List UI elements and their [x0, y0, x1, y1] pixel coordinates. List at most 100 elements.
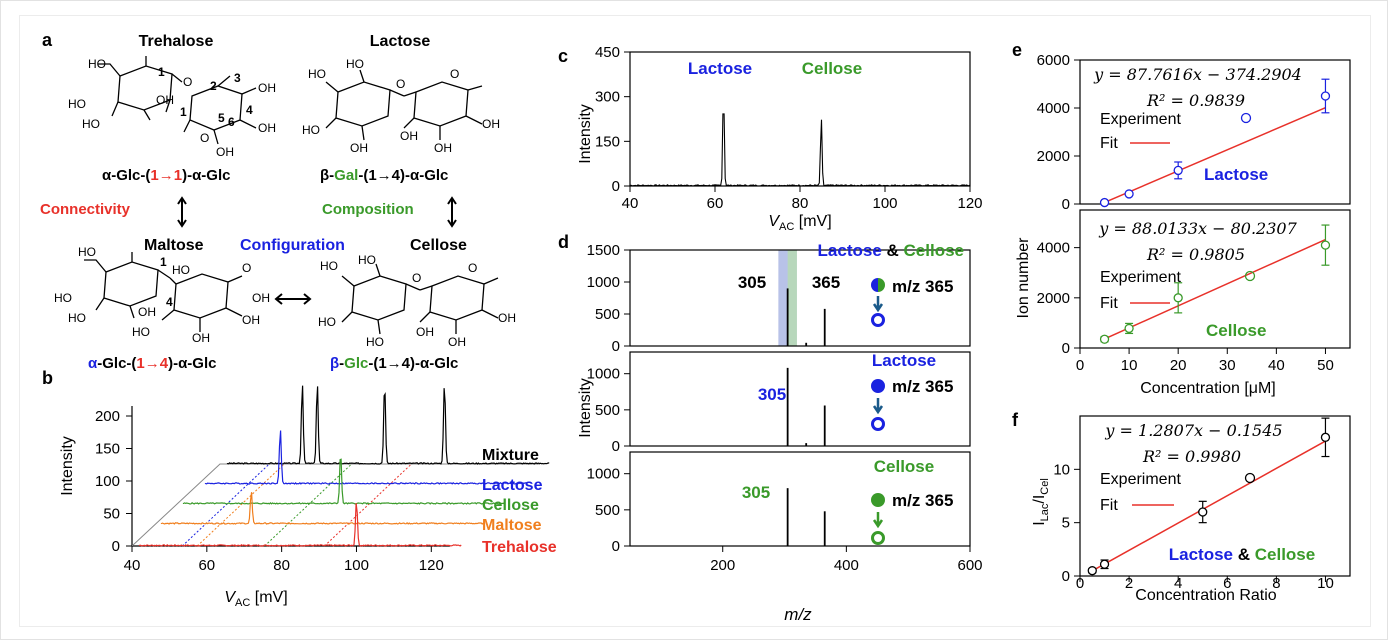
panel-f-point [1198, 507, 1208, 517]
panel-f-ylabel-sa: Lac [1039, 503, 1051, 521]
panel-c-ytick-label: 150 [595, 133, 620, 150]
lactose-oh-1: OH [350, 141, 368, 155]
cellose-oh-1: OH [416, 325, 434, 339]
maltose-num-4: 4 [166, 295, 173, 309]
panel-f-point [1099, 559, 1110, 569]
panel-b-guide-line [196, 463, 285, 547]
panel-e-top-equation: y = 87.7616x − 374.2904 [1093, 65, 1302, 84]
configuration-arrow-icon [274, 293, 312, 305]
cellose-oh-3: OH [448, 335, 466, 349]
panel-d3-ytick-label: 0 [612, 538, 620, 555]
panel-letter-a: a [42, 30, 53, 50]
panel-letter-c: c [558, 46, 568, 66]
lactose-o-1: O [396, 77, 405, 91]
panel-b-guide-line [264, 463, 352, 547]
maltose-formula: α-Glc-(1→4)-α-Glc [88, 355, 216, 372]
maltose-oh-2: OH [242, 313, 260, 327]
panel-d2-ytick-label: 1000 [587, 366, 620, 383]
panel-f-xtick-label: 0 [1076, 575, 1084, 592]
figure-panel: a Trehalose Lactose HO HO HO OH O OH OH … [19, 15, 1371, 627]
panel-d1-ytick-label: 0 [612, 338, 620, 355]
panel-e-xtick-label: 30 [1219, 357, 1236, 374]
panel-e-bottom-fit-line [1104, 238, 1326, 340]
panel-c-xtick-label: 100 [872, 195, 897, 212]
panel-b: b Intensity VAC [mV] 0 50 100 150 200 40 60 80 1… [42, 368, 557, 609]
panel-f-equation: y = 1.2807x − 0.1545 [1104, 421, 1282, 440]
panel-d-xtick-label: 600 [957, 557, 982, 574]
panel-e-top-point [1124, 189, 1134, 199]
panel-b-xtick-label: 80 [273, 557, 290, 574]
trehalose-formula-b: 1→1 [150, 167, 182, 184]
panel-c-xlabel-main: V [768, 213, 780, 230]
panel-e-top-point [1099, 197, 1110, 208]
panel-d-plot: 0 500 1000 1500 0 500 1000 0 500 1000 200 400 600 [587, 242, 983, 574]
maltose-formula-b: -Glc-( [97, 355, 136, 372]
panel-c-xtick-label: 40 [622, 195, 639, 212]
panel-d1-ion-icon [871, 278, 885, 327]
maltose-oh-4: OH [252, 291, 270, 305]
panel-b-trace-label-maltose: Maltose [482, 517, 542, 534]
panel-e-bot-legend-marker [1244, 270, 1256, 282]
cellose-oh-2: OH [498, 311, 516, 325]
panel-e-xtick-label: 40 [1268, 357, 1285, 374]
panel-e-top-ytick-label: 2000 [1037, 148, 1070, 165]
panel-d1-title: Lactose & Cellose [818, 241, 964, 260]
panel-e-top-label: Lactose [1204, 165, 1268, 184]
panel-f-ytick-label: 10 [1053, 461, 1070, 478]
composition-label: Composition [322, 201, 414, 218]
panel-b-plot: 0 50 100 150 200 40 60 80 100 120 Mixture Lactose Ce… [95, 385, 557, 574]
panel-e-xtick-label: 50 [1317, 357, 1334, 374]
panel-f-ylabel: ILac/ICel [1031, 478, 1051, 526]
panel-d2-mz: m/z 365 [892, 377, 953, 396]
panel-d3-frame [629, 451, 971, 547]
panel-b-trace-label-trehalose: Trehalose [482, 539, 557, 556]
trehalose-ho-2: HO [68, 97, 86, 111]
panel-b-waterfall-edge [131, 463, 540, 547]
trehalose-formula: α-Glc-(1→1)-α-Glc [102, 167, 230, 184]
panel-e-plot: 0 2000 4000 6000 0 2000 4000 0 10 20 30 40 50 [1037, 52, 1351, 374]
panel-d-xtick-label: 400 [834, 557, 859, 574]
panel-f: f ILac/ICel Concentration Ratio 0 5 10 0 2 4 6… [1012, 410, 1351, 604]
lactose-atoms: HO HO HO O OH OH O OH OH [302, 57, 500, 155]
panel-b-ylabel: Intensity [59, 436, 76, 496]
panel-e-bottom-ytick-label: 4000 [1037, 240, 1070, 257]
panel-e-top-point [1320, 91, 1331, 101]
panel-b-trace-label-mixture: Mixture [482, 447, 539, 464]
panel-d1-highlight-green [787, 250, 797, 346]
panel-b-trace-mixture [226, 385, 550, 465]
panel-d1-title-a: Lactose [818, 241, 882, 260]
panel-e-bot-r2: R² = 0.9805 [1146, 245, 1245, 264]
panel-c-ytick-label: 0 [612, 178, 620, 195]
panel-d2-ytick-label: 500 [595, 402, 620, 419]
cellose-formula-a: β [330, 355, 339, 372]
trehalose-num-6: 6 [228, 115, 235, 129]
panel-e-top-ytick-label: 6000 [1037, 52, 1070, 69]
panel-d2-ytick-label: 0 [612, 438, 620, 455]
panel-e-top-legend-marker [1240, 112, 1252, 124]
trehalose-title: Trehalose [139, 33, 214, 50]
lactose-oh-3: OH [482, 117, 500, 131]
panel-b-trace-lactose [204, 430, 528, 485]
maltose-formula-d: )-α-Glc [168, 355, 216, 372]
panel-f-point [1320, 432, 1331, 442]
panel-f-xtick-label: 2 [1125, 575, 1133, 592]
panel-e-ylabel: Ion number [1015, 237, 1032, 319]
panel-f-r2: R² = 0.9980 [1142, 447, 1241, 466]
trehalose-ho-1: HO [88, 57, 106, 71]
panel-f-xtick-label: 6 [1223, 575, 1231, 592]
panel-e-top-ytick-label: 4000 [1037, 100, 1070, 117]
panel-f-xtick-label: 10 [1317, 575, 1334, 592]
panel-e-top-fit-line [1104, 106, 1326, 204]
maltose-ho-3: HO [68, 311, 86, 325]
panel-f-ylabel-b: /I [1031, 495, 1048, 504]
lactose-o-2: O [450, 67, 459, 81]
maltose-ho-5: HO [132, 325, 150, 339]
lactose-formula-c: -(1→4)-α-Glc [358, 167, 448, 184]
cellose-formula-d: -(1→4)-α-Glc [368, 355, 458, 372]
trehalose-formula-c: )-α-Glc [182, 167, 230, 184]
cellose-ho-2: HO [358, 253, 376, 267]
panel-b-xtick-label: 40 [124, 557, 141, 574]
lactose-oh-2: OH [400, 129, 418, 143]
panel-d2-frame [629, 351, 971, 447]
panel-e-top-frame [1079, 59, 1351, 205]
